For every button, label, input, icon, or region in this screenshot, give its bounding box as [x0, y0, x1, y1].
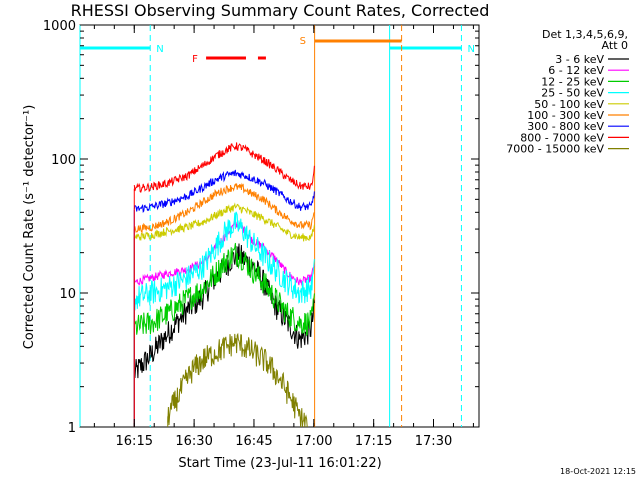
legend-label: 300 - 800 keV: [527, 120, 604, 133]
series-line: [133, 202, 315, 242]
flag-layer: N N F S: [79, 25, 475, 427]
series-line: [133, 242, 315, 337]
legend-label: 3 - 6 keV: [555, 53, 604, 66]
night-flag-label: N: [467, 44, 474, 55]
legend-label: 100 - 300 keV: [527, 109, 604, 122]
x-tick-label: 17:30: [415, 434, 452, 449]
legend-label: 50 - 100 keV: [534, 98, 604, 111]
axis-layer: 1 10 100 1000 16:15 16:30 16:45 17:00 17:15 17:30: [43, 19, 479, 449]
x-tick-label: 17:00: [295, 434, 332, 449]
legend-label: 7000 - 15000 keV: [506, 143, 604, 156]
series-line: [133, 182, 315, 234]
chart-title: RHESSI Observing Summary Count Rates, Co…: [71, 1, 490, 20]
x-tick-label: 16:15: [116, 434, 153, 449]
series-line: [133, 142, 315, 193]
legend-label: 12 - 25 keV: [541, 75, 604, 88]
series-line: [133, 220, 315, 286]
legend-header: Att 0: [602, 39, 628, 52]
series-line: [167, 332, 308, 428]
legend-header: Det 1,3,4,5,6,9,: [542, 28, 628, 41]
x-tick-label: 17:15: [355, 434, 392, 449]
y-tick-label: 100: [51, 153, 76, 168]
flare-flag-label: F: [192, 54, 198, 65]
series-line: [133, 169, 315, 214]
series-800-7000-kev: [133, 142, 315, 427]
y-axis-label: Corrected Count Rate (s⁻¹ detector⁻¹): [22, 105, 37, 350]
legend-label: 25 - 50 keV: [541, 87, 604, 100]
night-flag-label: N: [156, 44, 163, 55]
legend-label: 6 - 12 keV: [548, 64, 604, 77]
x-axis-label: Start Time (23-Jul-11 16:01:22): [178, 456, 381, 471]
y-tick-label: 1000: [43, 19, 76, 34]
y-tick-label: 1: [68, 421, 76, 436]
timestamp: 18-Oct-2021 12:15: [560, 467, 636, 476]
series-layer: [133, 142, 315, 428]
saa-flag-label: S: [300, 36, 306, 47]
series-7000-15000-kev: [167, 332, 308, 428]
x-tick-label: 16:30: [175, 434, 212, 449]
legend-label: 800 - 7000 keV: [520, 131, 604, 144]
series-line: [133, 211, 315, 311]
x-tick-label: 16:45: [235, 434, 272, 449]
y-tick-label: 10: [59, 287, 76, 302]
